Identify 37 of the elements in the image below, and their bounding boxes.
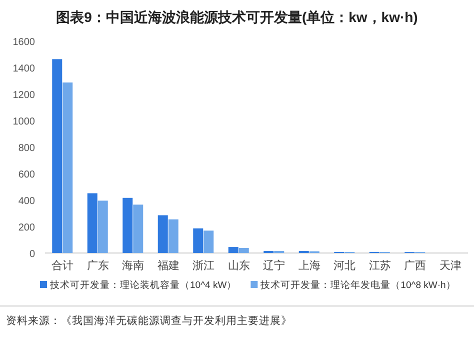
y-tick-label: 1000 — [12, 116, 36, 128]
x-tick-label: 海南 — [122, 259, 144, 272]
bar — [168, 219, 178, 253]
x-tick-label: 江苏 — [368, 259, 391, 272]
text: 资料来源：《我国海洋无碳能源调查与开发利用主要进展》 — [6, 314, 292, 327]
y-tick-label: 800 — [18, 143, 36, 154]
y-tick-label: 600 — [18, 170, 36, 180]
x-tick-label: 天津 — [439, 259, 462, 272]
legend-label: 技术可开发量：理论装机容量（10^4 kW） — [49, 279, 237, 291]
x-tick-label: 广东 — [86, 259, 109, 272]
x-tick-label: 辽宁 — [263, 259, 286, 272]
chart-title: 图表9：中国近海波浪能源技术可开发量(单位：kw，kw·h) — [56, 9, 418, 25]
y-tick-label: 1400 — [12, 64, 36, 74]
y-tick-label: 400 — [18, 196, 36, 207]
bar — [228, 247, 238, 253]
bar — [87, 193, 98, 253]
x-tick-label: 广西 — [404, 259, 426, 272]
bar — [238, 248, 249, 253]
bar — [158, 215, 168, 253]
x-tick-label: 山东 — [228, 259, 250, 272]
y-tick-label: 1600 — [12, 37, 36, 48]
y-tick-label: 1200 — [12, 90, 36, 101]
bar — [98, 200, 108, 253]
bar — [204, 230, 214, 253]
x-tick-label: 合计 — [52, 259, 74, 272]
bar — [193, 228, 204, 253]
bar — [62, 82, 73, 253]
legend-label: 技术可开发量：理论年发电量（10^8 kW·h） — [260, 279, 456, 291]
x-tick-label: 河北 — [334, 259, 356, 272]
y-tick-label: 0 — [29, 249, 36, 260]
bar — [122, 198, 133, 253]
x-tick-label: 福建 — [157, 259, 180, 272]
y-tick-label: 200 — [18, 222, 36, 234]
x-tick-label: 浙江 — [192, 259, 215, 272]
bar — [52, 59, 62, 253]
bar — [133, 204, 144, 253]
x-tick-label: 上海 — [298, 259, 320, 272]
